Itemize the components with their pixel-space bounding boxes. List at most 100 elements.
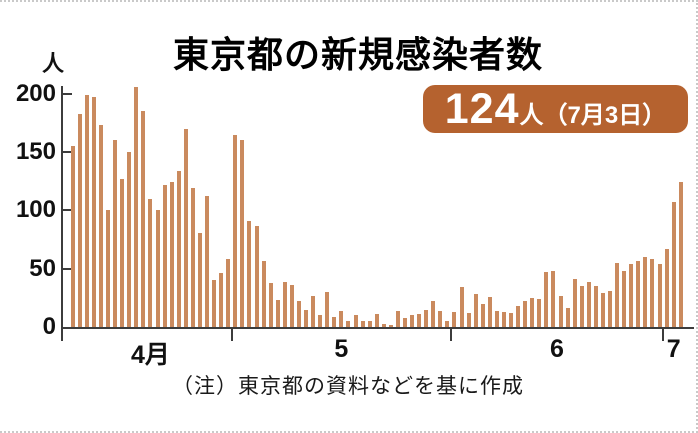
bar xyxy=(148,198,153,327)
bar xyxy=(572,279,577,327)
bar xyxy=(197,232,202,327)
bar xyxy=(671,202,676,327)
bar xyxy=(360,321,365,327)
bar xyxy=(615,262,620,327)
x-axis-corner-tick xyxy=(60,329,63,341)
bar xyxy=(155,210,160,327)
x-axis-month-label: 6 xyxy=(550,335,564,363)
y-axis-tick xyxy=(62,151,72,154)
y-axis-line xyxy=(60,86,63,329)
bar xyxy=(233,134,238,327)
bar xyxy=(219,273,224,327)
y-axis-tick-label: 0 xyxy=(42,313,56,340)
bar xyxy=(388,324,393,327)
bar xyxy=(480,303,485,327)
bar xyxy=(261,260,266,327)
x-axis-month-label: 4月 xyxy=(131,341,170,369)
bar xyxy=(381,323,386,327)
bar xyxy=(226,259,231,327)
bar xyxy=(438,310,443,327)
bar xyxy=(346,321,351,327)
bar xyxy=(282,281,287,327)
y-axis-tick-label: 200 xyxy=(15,79,56,107)
bar xyxy=(402,317,407,327)
bar xyxy=(247,220,252,327)
y-axis-tick-label: 150 xyxy=(15,138,56,166)
x-axis-month-tick xyxy=(662,329,665,341)
bar xyxy=(636,260,641,327)
bar xyxy=(523,301,528,327)
bar xyxy=(516,306,521,327)
bar xyxy=(395,310,400,327)
bar xyxy=(311,295,316,327)
x-axis-line xyxy=(60,327,694,329)
bar xyxy=(643,257,648,327)
bar xyxy=(494,310,499,327)
bar xyxy=(431,301,436,327)
bar xyxy=(70,146,75,327)
bar xyxy=(169,182,174,327)
bar xyxy=(113,140,118,327)
bar xyxy=(141,111,146,327)
x-axis-month-label: 5 xyxy=(334,335,349,363)
bar xyxy=(374,314,379,327)
bar xyxy=(558,295,563,327)
y-axis-tick xyxy=(62,92,72,95)
bar xyxy=(445,321,450,327)
bar xyxy=(473,294,478,327)
bar xyxy=(487,296,492,327)
bar xyxy=(593,286,598,327)
bar xyxy=(296,301,301,327)
bar xyxy=(127,152,132,327)
bar xyxy=(657,264,662,327)
y-axis-tick-label: 50 xyxy=(29,254,56,282)
bar xyxy=(318,315,323,327)
bar xyxy=(190,188,195,327)
latest-value-date: 人（7月3日） xyxy=(519,102,667,129)
bar xyxy=(84,94,89,327)
chart-title: 東京都の新規感染者数 xyxy=(172,34,543,75)
bar xyxy=(544,272,549,327)
bar xyxy=(608,290,613,327)
latest-value-number: 124 xyxy=(444,85,520,133)
bar xyxy=(459,287,464,327)
y-axis-tick-label: 100 xyxy=(15,196,56,224)
bar xyxy=(622,271,627,327)
bar xyxy=(339,310,344,327)
bar xyxy=(205,196,210,327)
bar xyxy=(77,113,82,327)
bar xyxy=(417,314,422,327)
x-axis-month-label: 7 xyxy=(666,335,681,363)
bar xyxy=(176,170,181,327)
y-axis-unit-label: 人 xyxy=(42,51,65,76)
bar xyxy=(452,311,457,327)
bar xyxy=(98,125,103,327)
bar xyxy=(212,280,217,327)
bar xyxy=(466,313,471,327)
bar xyxy=(424,309,429,327)
bar xyxy=(106,210,111,327)
bar xyxy=(353,315,358,327)
x-axis-month-tick xyxy=(449,329,452,341)
bar xyxy=(650,259,655,327)
bar xyxy=(120,178,125,327)
bar xyxy=(254,225,259,327)
source-note: （注）東京都の資料などを基に作成 xyxy=(172,375,524,398)
latest-value-badge: 124 人（7月3日） xyxy=(423,85,688,133)
bar xyxy=(304,309,308,327)
bar xyxy=(551,271,556,327)
bar xyxy=(268,282,273,327)
bar xyxy=(586,281,591,327)
bar xyxy=(629,264,634,327)
bar xyxy=(530,297,535,327)
bar xyxy=(664,248,669,327)
bar xyxy=(565,308,570,327)
bar xyxy=(289,285,294,327)
bar xyxy=(91,97,96,327)
bar xyxy=(678,182,683,327)
bar xyxy=(410,315,415,327)
bar xyxy=(332,316,337,327)
bar xyxy=(240,140,245,327)
bar xyxy=(134,86,139,327)
